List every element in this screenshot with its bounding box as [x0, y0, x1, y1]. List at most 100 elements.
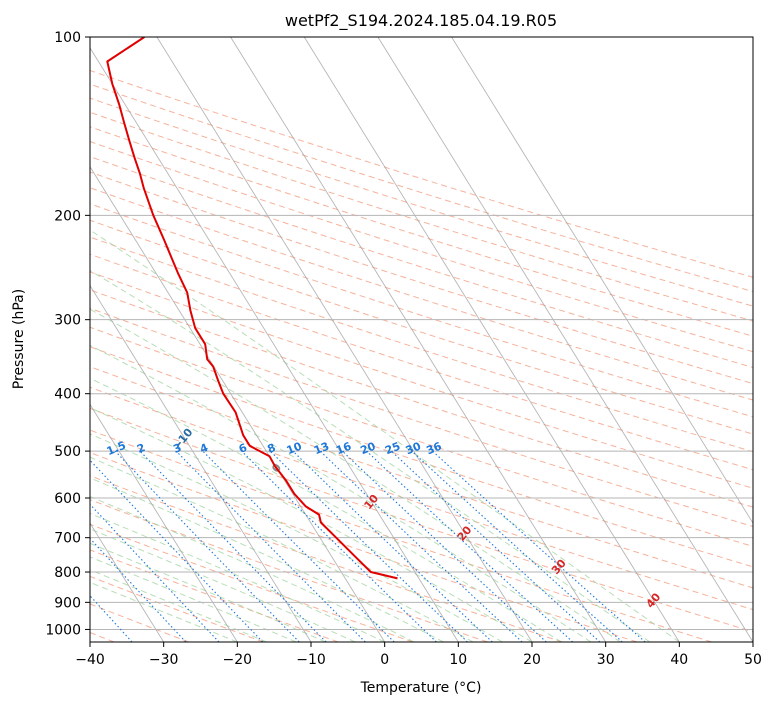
- dry-adiabat-line: [90, 126, 753, 337]
- moist-adiabat-line: [90, 229, 680, 642]
- x-tick-label: 10: [449, 652, 467, 668]
- mixing-ratio-line: [292, 450, 493, 642]
- moist-adiabat-line: [90, 581, 238, 642]
- y-tick-label: 800: [54, 565, 81, 581]
- axes: −40 −30 −20 −10 0 10 20 30 40 50 100 200 300 400 500 60…: [45, 30, 762, 668]
- y-tick-label: 900: [54, 595, 81, 611]
- x-tick-label: −20: [223, 652, 253, 668]
- moist-adiabat-line: [90, 528, 356, 642]
- mixing-ratio-line: [114, 450, 300, 642]
- plot-area: 0.10.20.40.611.52346810131620253036-100-…: [30, 37, 753, 642]
- dry-adiabat-line: [90, 575, 264, 642]
- x-tick-label: 30: [597, 652, 615, 668]
- dry-adiabat-line: [90, 346, 753, 568]
- mixing-ratio-line: [241, 450, 437, 642]
- mixing-ratio-line: [269, 450, 468, 642]
- moist-adiabat-line: [90, 407, 533, 642]
- mixing-ratio-label: 4: [198, 441, 210, 456]
- moist-adiabat-line: [90, 308, 621, 642]
- mixing-ratio-label: 20: [358, 439, 377, 457]
- mixing-ratio-label: 8: [266, 441, 278, 456]
- mixing-ratio-line: [390, 450, 601, 642]
- y-tick-label: 600: [54, 491, 81, 507]
- dry-adiabat-line: [90, 386, 753, 611]
- isotherm-line: [90, 284, 312, 642]
- dry-adiabat-line: [90, 499, 488, 642]
- y-tick-label: 300: [54, 313, 81, 329]
- dry-adiabat-line: [90, 475, 563, 642]
- dry-adiabat-line: [90, 253, 753, 471]
- mixing-ratio-label: 25: [383, 440, 402, 458]
- isotherms: [90, 37, 753, 642]
- mixing-ratio-label: 3: [171, 441, 183, 456]
- y-tick-label: 200: [54, 208, 81, 224]
- isotherm-line: [303, 37, 680, 642]
- moist-adiabat-line: [90, 496, 415, 642]
- dry-adiabat-line: [90, 187, 753, 401]
- dry-adiabat-line: [90, 452, 638, 642]
- isotherm-line: [377, 37, 753, 642]
- dry-adiabat-line: [90, 83, 753, 293]
- mixing-ratio-label: 13: [312, 440, 331, 458]
- profile-series: [106, 37, 398, 580]
- mixing-ratio-line: [342, 450, 547, 642]
- y-axis-label: Pressure (hPa): [11, 289, 27, 389]
- isotherm-label: 10: [361, 492, 381, 512]
- isotherm-line: [90, 165, 386, 642]
- temperature-profile: [106, 37, 398, 580]
- mixing-ratio-line: [411, 450, 623, 642]
- mixing-ratio-line: [90, 459, 264, 642]
- mixing-ratio-line: [432, 450, 646, 642]
- isotherm-line: [90, 522, 165, 642]
- mixing-ratio-line: [202, 450, 395, 642]
- dry-adiabat-line: [90, 429, 712, 642]
- moist-adiabat-line: [90, 269, 651, 642]
- mixing-ratio-line: [175, 450, 366, 642]
- mixing-ratio-label: 10: [285, 439, 304, 457]
- isotherm-line: [230, 37, 607, 642]
- mixing-ratio-line: [139, 450, 327, 642]
- moist-adiabat-line: [90, 433, 503, 642]
- isotherm-line: [90, 47, 459, 642]
- moist-adiabat-line: [90, 477, 444, 642]
- mixing-ratio-line: [90, 537, 187, 642]
- dry-adiabat-line: [90, 111, 753, 322]
- dry-adiabats: [90, 69, 753, 642]
- y-tick-label: 1000: [45, 622, 81, 638]
- mixing-ratio-label: 0.6: [30, 439, 53, 458]
- moist-adiabat-line: [90, 512, 385, 642]
- mixing-ratio-line: [90, 503, 220, 642]
- dry-adiabat-line: [90, 271, 753, 489]
- isotherm-line: [451, 37, 753, 525]
- mixing-ratio-label: 30: [404, 439, 423, 457]
- isotherm-line: [90, 403, 238, 642]
- y-tick-label: 500: [54, 444, 81, 460]
- x-tick-label: 0: [380, 652, 389, 668]
- moist-adiabat-line: [90, 542, 326, 642]
- isobars: [90, 37, 753, 630]
- plot-frame: [89, 36, 754, 643]
- moist-adiabat-line: [90, 569, 267, 642]
- isotherm-label: 40: [644, 590, 664, 610]
- x-tick-label: 50: [744, 652, 762, 668]
- x-tick-label: −10: [296, 652, 326, 668]
- dry-adiabat-line: [90, 156, 753, 369]
- mixing-ratio-lines: [90, 450, 646, 642]
- dry-adiabat-line: [90, 236, 753, 453]
- chart-title: wetPf2_S194.2024.185.04.19.R05: [285, 11, 557, 31]
- isotherm-label: 20: [455, 523, 475, 543]
- x-tick-label: 40: [670, 652, 688, 668]
- moist-adiabat-line: [90, 456, 474, 642]
- y-tick-label: 100: [54, 30, 81, 46]
- y-tick-label: 400: [54, 387, 81, 403]
- x-tick-label: 20: [523, 652, 541, 668]
- mixing-ratio-label: 16: [334, 439, 353, 457]
- dry-adiabat-line: [90, 549, 339, 642]
- dry-adiabat-line: [90, 203, 753, 418]
- isotherm-line: [156, 37, 533, 642]
- x-axis-label: Temperature (°C): [360, 680, 482, 696]
- x-tick-label: −30: [149, 652, 179, 668]
- dry-adiabat-line: [90, 366, 753, 589]
